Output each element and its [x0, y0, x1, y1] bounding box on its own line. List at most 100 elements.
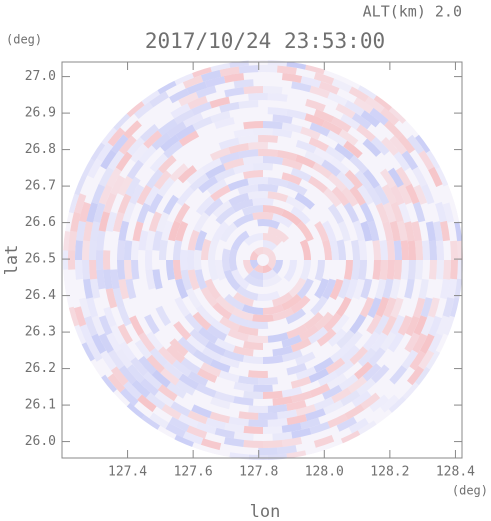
- echo-cell: [98, 315, 113, 336]
- echo-cell: [290, 337, 312, 353]
- echo-cell: [125, 99, 145, 118]
- echo-cell: [233, 213, 254, 228]
- echo-cell: [140, 88, 161, 106]
- echo-cell: [393, 151, 411, 172]
- echo-cell: [184, 312, 203, 333]
- x-tick-label: 127.4: [108, 465, 147, 480]
- echo-cell: [136, 184, 152, 206]
- echo-cell: [309, 122, 331, 137]
- echo-cell: [118, 365, 137, 385]
- echo-cell: [198, 326, 218, 344]
- echo-cell: [447, 278, 457, 299]
- echo-cell: [384, 120, 403, 139]
- echo-cell: [175, 278, 189, 299]
- echo-cell: [63, 250, 69, 270]
- echo-cell: [373, 93, 394, 111]
- echo-cell: [331, 186, 350, 207]
- echo-cell: [331, 116, 352, 133]
- echo-cell: [313, 435, 335, 448]
- echo-cell: [295, 154, 316, 169]
- echo-cell: [100, 149, 117, 170]
- echo-cell: [117, 260, 126, 280]
- echo-cell: [238, 375, 259, 385]
- echo-cell: [173, 434, 194, 449]
- echo-cell: [180, 249, 188, 271]
- echo-cell: [291, 81, 312, 93]
- echo-cell: [317, 371, 339, 387]
- echo-cell: [425, 221, 436, 242]
- echo-cell: [227, 178, 249, 192]
- echo-cell: [381, 137, 399, 156]
- echo-cell: [285, 195, 306, 212]
- echo-cell: [243, 340, 263, 350]
- echo-cell: [309, 383, 331, 398]
- echo-cell: [258, 65, 278, 73]
- echo-cell: [201, 346, 223, 363]
- echo-cell: [229, 248, 238, 272]
- echo-cell: [263, 304, 284, 315]
- echo-cell: [330, 157, 350, 175]
- echo-cell: [338, 374, 359, 391]
- echo-cell: [185, 288, 202, 309]
- echo-cell: [357, 347, 377, 367]
- chart-title: 2017/10/24 23:53:00: [145, 29, 385, 53]
- echo-cell: [96, 269, 106, 290]
- echo-cell: [223, 437, 245, 447]
- echo-cell: [343, 202, 360, 223]
- echo-cell: [219, 151, 240, 165]
- echo-cell: [407, 134, 425, 155]
- echo-cell: [351, 390, 372, 408]
- echo-cell: [117, 193, 132, 214]
- echo-cell: [205, 417, 226, 430]
- echo-cell: [374, 314, 390, 336]
- echo-cell: [281, 172, 302, 186]
- echo-cell: [99, 126, 117, 146]
- echo-cell: [169, 338, 189, 357]
- echo-cell: [117, 306, 132, 327]
- echo-cell: [286, 109, 307, 120]
- echo-cell: [219, 66, 240, 77]
- echo-cell: [242, 355, 263, 364]
- echo-cell: [215, 260, 227, 281]
- echo-cell: [191, 65, 212, 78]
- echo-cell: [352, 220, 365, 242]
- echo-cell: [277, 445, 297, 455]
- echo-cell: [404, 221, 415, 242]
- echo-cell: [358, 260, 367, 281]
- echo-cell: [300, 76, 322, 88]
- echo-cell: [88, 141, 106, 162]
- echo-cell: [267, 93, 288, 102]
- echo-cell: [183, 112, 204, 128]
- echo-cell: [93, 202, 106, 223]
- echo-cell: [149, 153, 169, 173]
- echo-cell: [296, 278, 314, 299]
- echo-cell: [218, 370, 240, 383]
- echo-cell: [305, 408, 326, 422]
- echo-cell: [277, 150, 298, 162]
- echo-cell: [82, 240, 90, 260]
- echo-cell: [443, 260, 452, 280]
- echo-cell: [296, 221, 314, 242]
- echo-cell: [436, 315, 450, 336]
- echo-cell: [252, 162, 274, 171]
- echo-cell: [123, 381, 142, 400]
- echo-cell: [390, 184, 405, 206]
- echo-cell: [253, 246, 263, 256]
- echo-cell: [210, 110, 231, 123]
- echo-cell: [428, 240, 437, 260]
- echo-cell: [407, 240, 416, 260]
- echo-cell: [68, 230, 78, 251]
- echo-cell: [123, 260, 133, 280]
- echo-cell: [91, 184, 106, 205]
- echo-cell: [362, 138, 382, 157]
- echo-cell: [137, 394, 157, 413]
- echo-cell: [118, 220, 130, 242]
- echo-cell: [267, 191, 289, 203]
- echo-cell: [169, 163, 189, 182]
- echo-cell: [404, 278, 415, 299]
- echo-cell: [322, 239, 332, 260]
- echo-cell: [398, 202, 411, 223]
- echo-cell: [120, 387, 139, 407]
- echo-cell: [233, 381, 254, 392]
- echo-cell: [233, 431, 254, 441]
